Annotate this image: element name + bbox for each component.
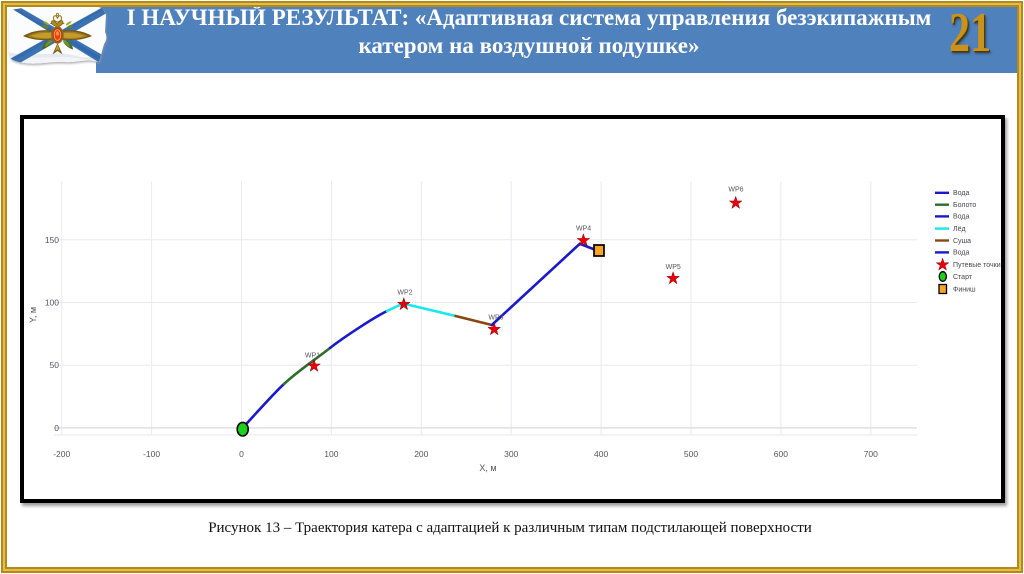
svg-text:WP3: WP3 [488, 315, 503, 322]
svg-text:700: 700 [864, 449, 878, 459]
svg-text:200: 200 [414, 449, 428, 459]
svg-text:Y, м: Y, м [28, 307, 38, 323]
svg-text:0: 0 [239, 449, 244, 459]
svg-text:500: 500 [684, 449, 698, 459]
svg-text:100: 100 [324, 449, 338, 459]
svg-text:WP4: WP4 [576, 225, 591, 232]
svg-text:100: 100 [45, 298, 59, 308]
svg-text:600: 600 [774, 449, 788, 459]
svg-text:400: 400 [594, 449, 608, 459]
svg-text:Вода: Вода [953, 190, 969, 197]
svg-text:Болото: Болото [953, 202, 976, 209]
svg-text:Путевые точки: Путевые точки [953, 262, 1001, 269]
svg-text:WP5: WP5 [666, 264, 681, 271]
svg-text:50: 50 [50, 360, 60, 370]
svg-text:150: 150 [45, 235, 59, 245]
svg-text:Финиш: Финиш [953, 287, 976, 294]
svg-text:Старт: Старт [953, 274, 973, 281]
svg-text:WP6: WP6 [728, 187, 743, 194]
svg-text:-200: -200 [53, 449, 70, 459]
svg-text:300: 300 [504, 449, 518, 459]
svg-text:Вода: Вода [953, 214, 969, 221]
svg-text:WP1: WP1 [305, 353, 320, 360]
svg-text:-100: -100 [143, 449, 160, 459]
svg-text:Суша: Суша [953, 238, 971, 245]
svg-text:Вода: Вода [953, 250, 969, 257]
svg-text:Лёд: Лёд [953, 226, 966, 233]
svg-text:0: 0 [54, 423, 59, 433]
svg-text:WP2: WP2 [397, 290, 412, 297]
svg-text:X, м: X, м [479, 463, 496, 473]
